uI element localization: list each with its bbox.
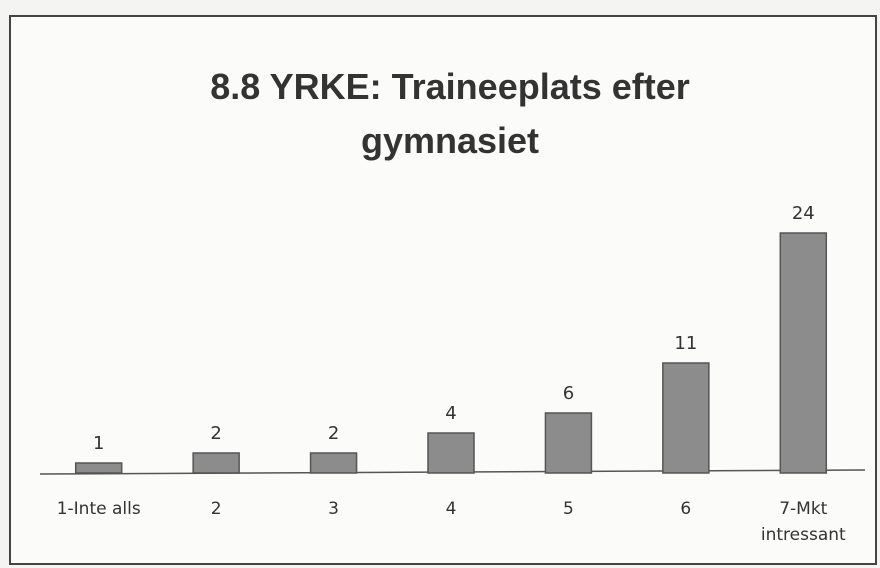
- x-tick-label: 1-Inte alls: [56, 499, 141, 519]
- data-label: 2: [210, 423, 221, 444]
- bar: [544, 412, 593, 474]
- bar: [309, 452, 358, 474]
- data-label: 11: [674, 333, 697, 354]
- data-label: 1: [93, 433, 104, 454]
- bar: [662, 362, 710, 474]
- chart-title: 8.8 YRKE: Traineeplats efter gymnasiet: [210, 66, 690, 161]
- x-tick-label: 4: [445, 499, 457, 519]
- x-tick-label: 2: [210, 499, 222, 519]
- data-label: 6: [563, 383, 574, 404]
- bar: [74, 462, 123, 474]
- x-tick-label: 6: [680, 499, 692, 519]
- bar: [427, 432, 475, 474]
- data-label: 4: [445, 403, 456, 424]
- x-tick-label: 3: [328, 499, 339, 519]
- bar: [192, 452, 240, 474]
- data-label: 24: [792, 203, 815, 224]
- data-label: 2: [328, 423, 339, 444]
- x-tick-label: 7-Mkt intressant: [760, 499, 846, 545]
- x-tick-label: 5: [563, 499, 574, 519]
- bar: [779, 232, 828, 474]
